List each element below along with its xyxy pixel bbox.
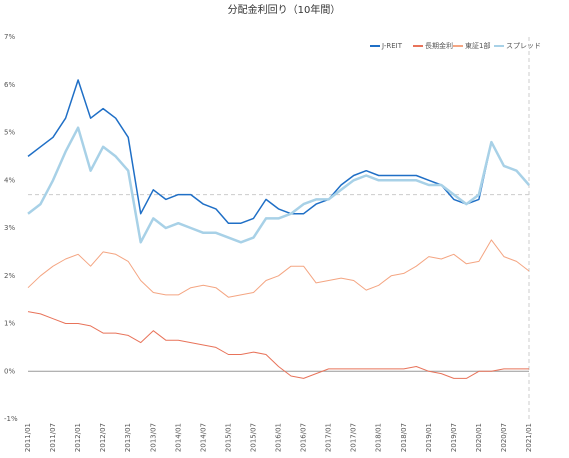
x-tick-label: 2021/01 bbox=[525, 423, 533, 452]
x-tick-label: 2017/07 bbox=[350, 423, 358, 452]
series-line bbox=[27, 239, 530, 298]
x-tick-label: 2020/07 bbox=[500, 423, 508, 452]
x-tick-label: 2018/01 bbox=[375, 423, 383, 452]
x-tick-label: 2012/07 bbox=[99, 423, 107, 452]
y-tick-label: 4% bbox=[4, 176, 15, 184]
series-line bbox=[27, 79, 530, 224]
y-tick-label: 3% bbox=[4, 224, 15, 232]
y-tick-label: 5% bbox=[4, 129, 15, 137]
series-line bbox=[27, 126, 530, 244]
series-line bbox=[27, 311, 529, 379]
x-tick-label: 2011/07 bbox=[49, 423, 57, 452]
y-tick-label: 0% bbox=[4, 367, 15, 375]
x-tick-label: 2013/01 bbox=[124, 423, 132, 452]
x-tick-label: 2015/01 bbox=[224, 423, 232, 452]
x-tick-label: 2019/07 bbox=[450, 423, 458, 452]
x-tick-label: 2014/01 bbox=[174, 423, 182, 452]
x-tick-label: 2011/01 bbox=[24, 423, 32, 452]
legend-label: J-REIT bbox=[381, 42, 403, 50]
x-tick-label: 2012/01 bbox=[74, 423, 82, 452]
y-tick-label: -1% bbox=[4, 415, 18, 423]
x-tick-label: 2020/01 bbox=[475, 423, 483, 452]
chart-title: 分配金利回り（10年間） bbox=[228, 3, 341, 16]
y-tick-label: 6% bbox=[4, 81, 15, 89]
x-tick-label: 2017/01 bbox=[325, 423, 333, 452]
y-tick-label: 2% bbox=[4, 272, 15, 280]
x-tick-label: 2016/07 bbox=[300, 423, 308, 452]
y-tick-label: 1% bbox=[4, 320, 15, 328]
x-tick-label: 2018/07 bbox=[400, 423, 408, 452]
x-tick-label: 2019/01 bbox=[425, 423, 433, 452]
legend-label: スプレッド bbox=[506, 42, 541, 50]
x-tick-label: 2015/07 bbox=[249, 423, 257, 452]
x-tick-label: 2016/01 bbox=[275, 423, 283, 452]
y-tick-label: 7% bbox=[4, 33, 15, 41]
x-tick-label: 2014/07 bbox=[199, 423, 207, 452]
legend-label: 東証1部 bbox=[465, 41, 490, 50]
legend-label: 長期金利 bbox=[425, 41, 453, 50]
x-tick-label: 2013/07 bbox=[149, 423, 157, 452]
